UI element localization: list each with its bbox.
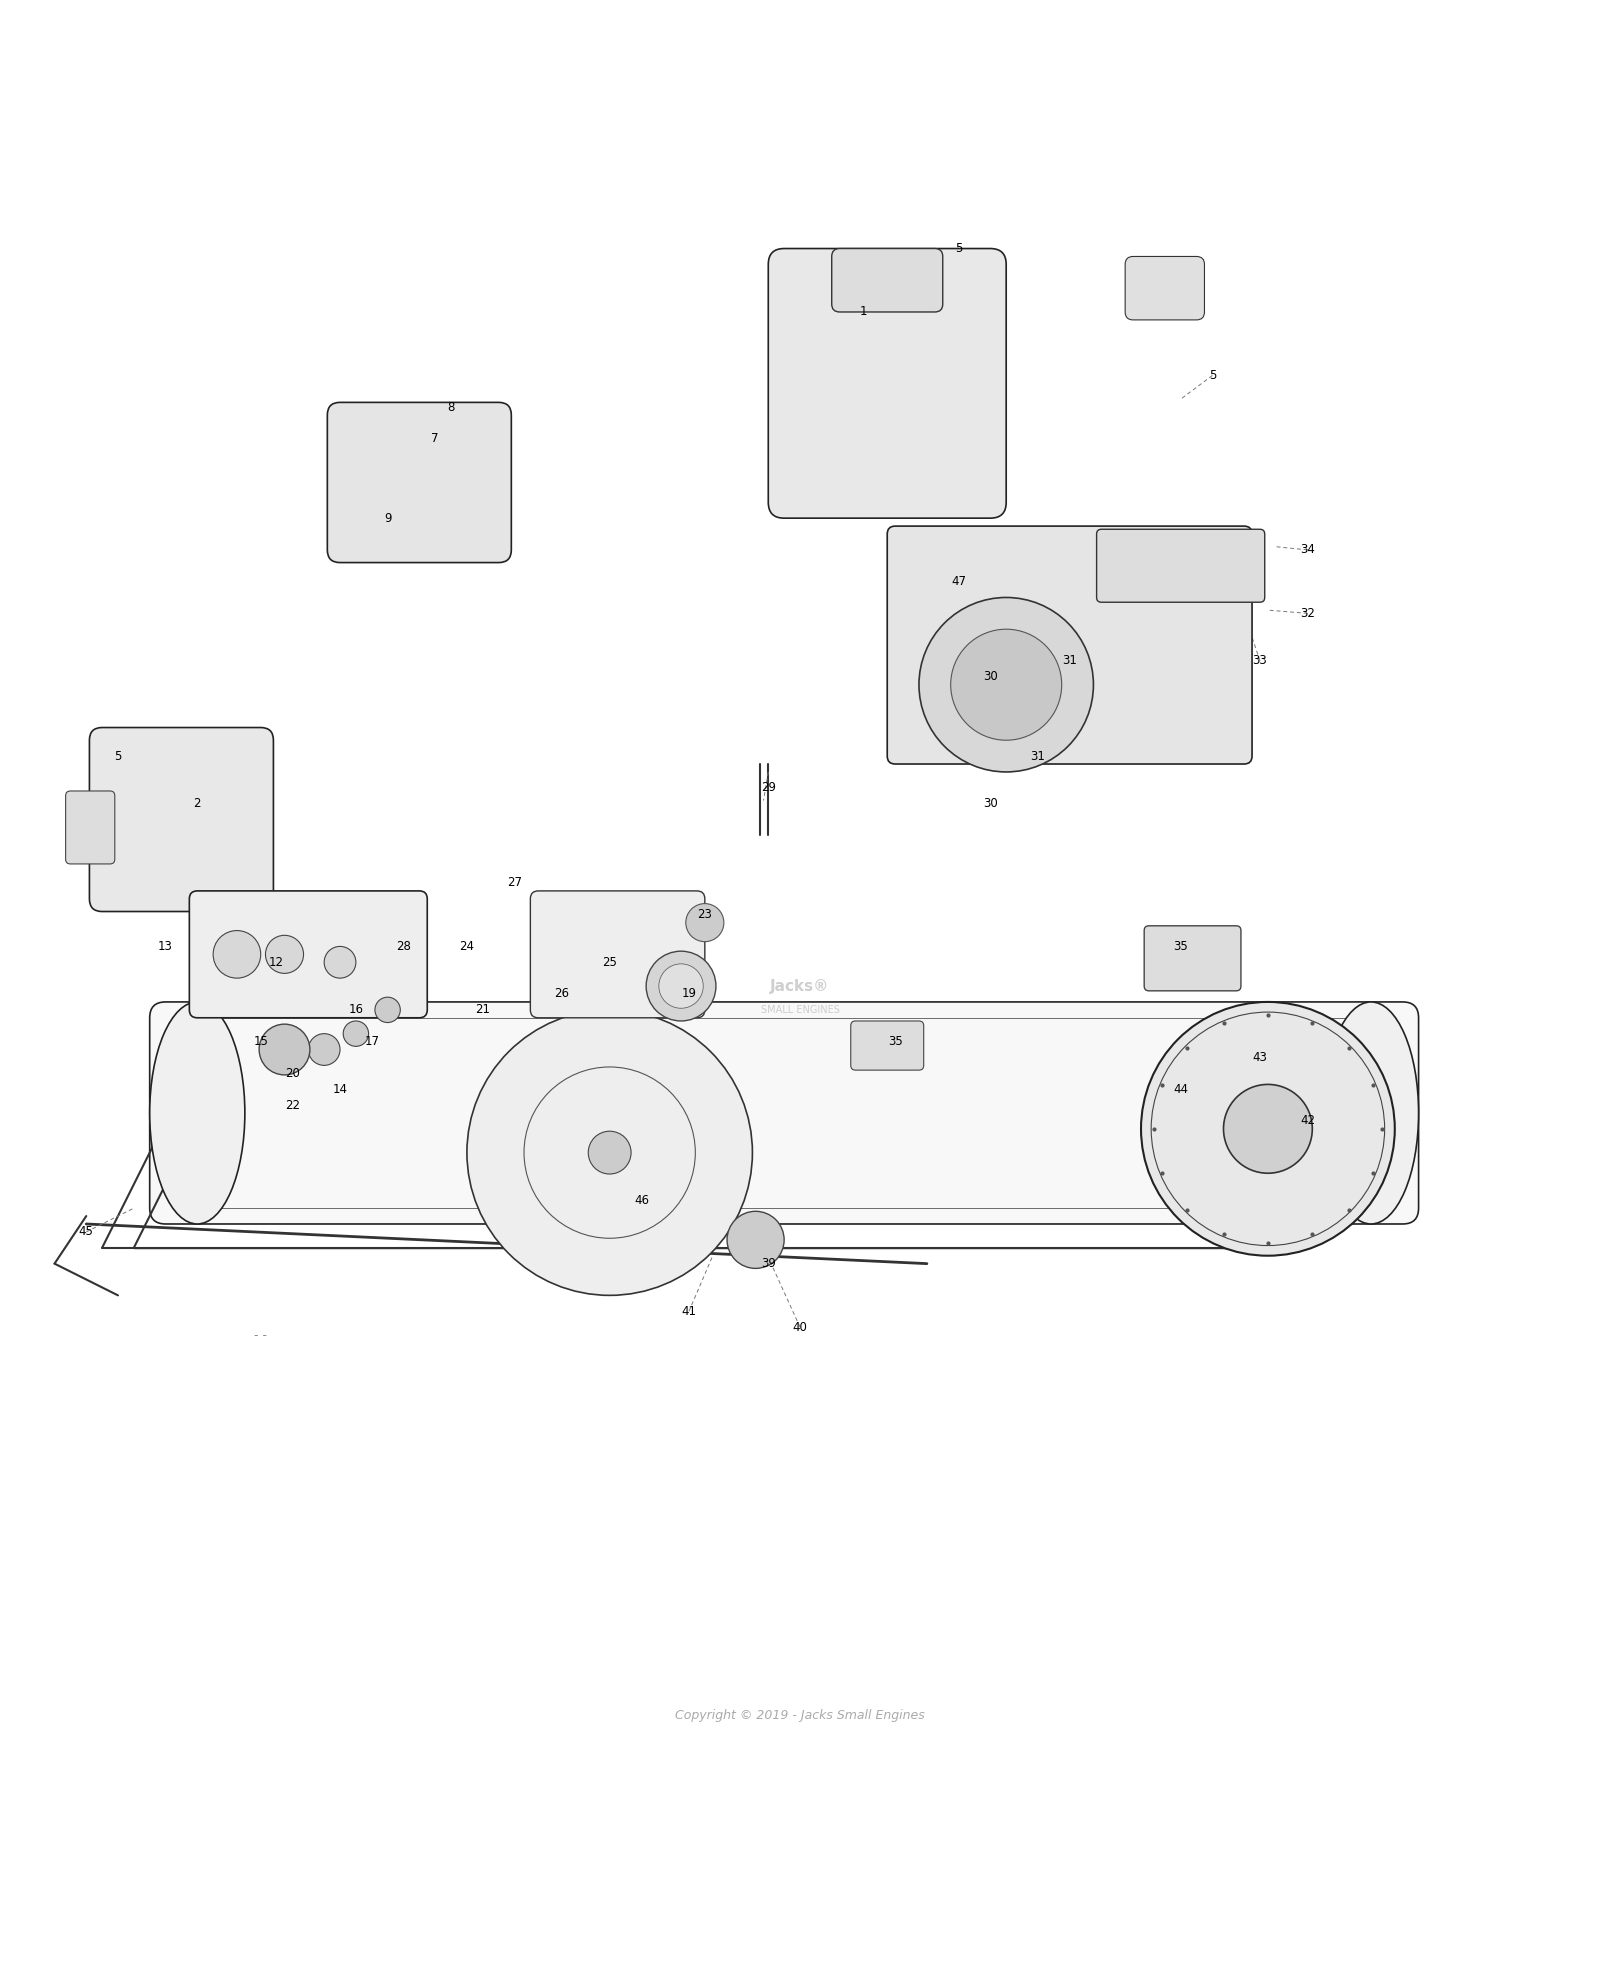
FancyBboxPatch shape <box>66 791 115 865</box>
FancyBboxPatch shape <box>832 248 942 312</box>
Text: 41: 41 <box>682 1304 696 1318</box>
Circle shape <box>309 1034 341 1066</box>
Text: 19: 19 <box>682 988 696 1000</box>
Circle shape <box>726 1211 784 1268</box>
Text: 5: 5 <box>955 243 962 254</box>
Circle shape <box>213 930 261 978</box>
Text: 28: 28 <box>397 940 411 952</box>
Text: 31: 31 <box>1030 749 1045 763</box>
Text: 21: 21 <box>475 1004 490 1016</box>
Text: 46: 46 <box>634 1193 650 1207</box>
FancyBboxPatch shape <box>1096 529 1264 602</box>
Text: 9: 9 <box>384 511 392 525</box>
FancyBboxPatch shape <box>150 1002 1419 1225</box>
Text: 35: 35 <box>1173 940 1189 952</box>
FancyBboxPatch shape <box>851 1022 923 1070</box>
Text: 26: 26 <box>555 988 570 1000</box>
Circle shape <box>646 950 715 1022</box>
Text: 20: 20 <box>285 1068 299 1079</box>
FancyBboxPatch shape <box>888 527 1253 763</box>
Text: 32: 32 <box>1301 606 1315 620</box>
Circle shape <box>918 598 1093 771</box>
Text: 17: 17 <box>365 1036 379 1048</box>
Text: 24: 24 <box>459 940 475 952</box>
Circle shape <box>374 998 400 1022</box>
Text: 7: 7 <box>432 431 438 445</box>
Text: - -: - - <box>254 1328 267 1342</box>
Text: 16: 16 <box>349 1004 363 1016</box>
FancyBboxPatch shape <box>328 402 512 563</box>
Text: 33: 33 <box>1253 654 1267 668</box>
Text: 22: 22 <box>285 1099 299 1111</box>
Text: SMALL ENGINES: SMALL ENGINES <box>760 1004 840 1014</box>
Text: 2: 2 <box>194 797 202 811</box>
FancyBboxPatch shape <box>189 891 427 1018</box>
Text: 15: 15 <box>253 1036 269 1048</box>
Text: 30: 30 <box>982 797 998 811</box>
Ellipse shape <box>1323 1002 1419 1225</box>
Text: 40: 40 <box>792 1320 808 1334</box>
Circle shape <box>266 934 304 974</box>
FancyBboxPatch shape <box>90 728 274 912</box>
Text: 47: 47 <box>950 575 966 588</box>
Text: 34: 34 <box>1301 543 1315 557</box>
Text: 31: 31 <box>1062 654 1077 668</box>
Circle shape <box>659 964 704 1008</box>
Text: 45: 45 <box>78 1225 94 1239</box>
FancyBboxPatch shape <box>530 891 706 1018</box>
FancyBboxPatch shape <box>1144 926 1242 990</box>
Text: 39: 39 <box>762 1256 776 1270</box>
Circle shape <box>950 628 1062 740</box>
Text: 29: 29 <box>760 781 776 795</box>
Circle shape <box>1224 1083 1312 1173</box>
Text: 43: 43 <box>1253 1052 1267 1064</box>
Circle shape <box>1141 1002 1395 1256</box>
Text: 13: 13 <box>158 940 173 952</box>
Text: 23: 23 <box>698 909 712 920</box>
Text: 27: 27 <box>507 877 522 889</box>
Text: 8: 8 <box>448 402 454 414</box>
Circle shape <box>344 1022 368 1046</box>
Text: 14: 14 <box>333 1083 347 1095</box>
Text: 12: 12 <box>269 956 285 968</box>
Text: 42: 42 <box>1301 1115 1315 1127</box>
Circle shape <box>589 1131 630 1175</box>
Text: 1: 1 <box>859 306 867 318</box>
Text: 44: 44 <box>1173 1083 1189 1095</box>
Text: 5: 5 <box>1208 370 1216 382</box>
Circle shape <box>325 946 355 978</box>
Text: 30: 30 <box>982 670 998 684</box>
Text: 35: 35 <box>888 1036 902 1048</box>
Text: Copyright © 2019 - Jacks Small Engines: Copyright © 2019 - Jacks Small Engines <box>675 1710 925 1722</box>
Circle shape <box>686 905 723 942</box>
Circle shape <box>467 1010 752 1296</box>
Text: 25: 25 <box>602 956 618 968</box>
FancyBboxPatch shape <box>1125 256 1205 320</box>
Text: 5: 5 <box>114 749 122 763</box>
Text: Jacks®: Jacks® <box>770 978 830 994</box>
FancyBboxPatch shape <box>768 248 1006 519</box>
Ellipse shape <box>150 1002 245 1225</box>
Circle shape <box>259 1024 310 1076</box>
